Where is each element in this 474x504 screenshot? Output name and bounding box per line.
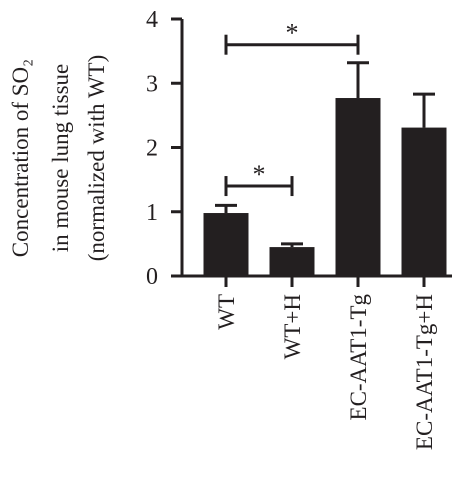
y-axis-title-line-2: in mouse lung tissue — [48, 64, 73, 252]
y-axis-title-line-3: (normalized with WT) — [84, 55, 109, 262]
y-tick-label-0: 0 — [146, 264, 158, 290]
significance-label-0: * — [253, 160, 266, 189]
significance-annotations: ** — [224, 19, 360, 197]
x-tick-label-3: EC-AAT1-Tg+H — [412, 294, 437, 450]
x-tick-label-1: WT+H — [280, 294, 305, 359]
bar-1 — [269, 247, 315, 276]
x-tick-label-2: EC-AAT1-Tg — [346, 294, 371, 421]
y-axis-title-line-1: Concentration of SO₂ — [8, 59, 33, 257]
bars — [203, 98, 447, 277]
bar-0 — [203, 213, 249, 276]
x-tick-label-0: WT — [214, 294, 239, 330]
bar-3 — [401, 127, 447, 277]
y-tick-label-3: 3 — [146, 71, 158, 97]
y-tick-label-2: 2 — [146, 136, 158, 162]
bar-2 — [335, 98, 381, 276]
significance-label-1: * — [286, 19, 299, 48]
x-axis-labels: WT WT+H EC-AAT1-Tg EC-AAT1-Tg+H — [214, 294, 437, 451]
y-axis: 0 1 2 3 4 — [146, 7, 184, 290]
x-axis — [180, 274, 452, 287]
y-tick-label-1: 1 — [146, 200, 158, 226]
y-tick-label-4: 4 — [146, 7, 158, 33]
y-axis-title: Concentration of SO₂ in mouse lung tissu… — [8, 55, 109, 262]
error-bars — [215, 61, 435, 248]
